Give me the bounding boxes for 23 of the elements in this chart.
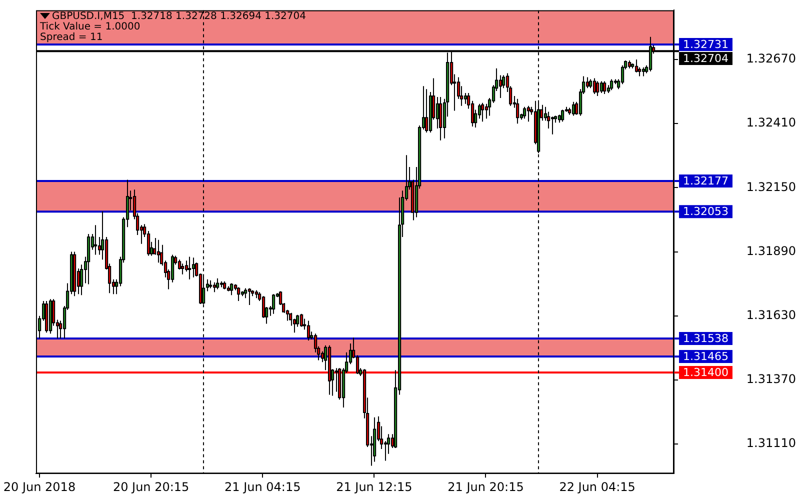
ref-line-label: 1.32177: [683, 174, 728, 188]
x-tick-label: 21 Jun 20:15: [448, 480, 524, 494]
y-tick-label: 1.31110: [746, 436, 796, 450]
ref-line-label: 1.31538: [683, 332, 728, 345]
y-tick-label: 1.31630: [746, 308, 796, 322]
annotation: Tick Value = 1.0000: [39, 21, 140, 32]
ref-line-label: 1.32731: [683, 38, 728, 51]
ref-line-label: 1.32053: [683, 204, 728, 218]
ref-line-label: 1.31400: [683, 366, 728, 379]
annotation: Spread = 11: [40, 32, 103, 43]
annotation: GBPUSD.I,M15 1.32718 1.32728 1.32694 1.32704: [52, 10, 306, 22]
x-tick-label: 21 Jun 12:15: [336, 480, 412, 494]
ref-line-label: 1.31465: [683, 350, 728, 363]
y-tick-label: 1.32150: [746, 180, 796, 194]
y-tick-label: 1.32670: [746, 52, 796, 66]
x-tick-label: 22 Jun 04:15: [559, 480, 636, 494]
y-tick-label: 1.32410: [746, 116, 796, 130]
y-tick-label: 1.31370: [746, 372, 796, 386]
x-tick-label: 20 Jun 20:15: [112, 480, 190, 494]
y-tick-label: 1.31890: [746, 244, 796, 258]
ref-line-label: 1.32704: [683, 52, 728, 65]
x-tick-label: 21 Jun 04:15: [224, 480, 301, 494]
x-tick-label: 20 Jun 2018: [3, 480, 76, 494]
